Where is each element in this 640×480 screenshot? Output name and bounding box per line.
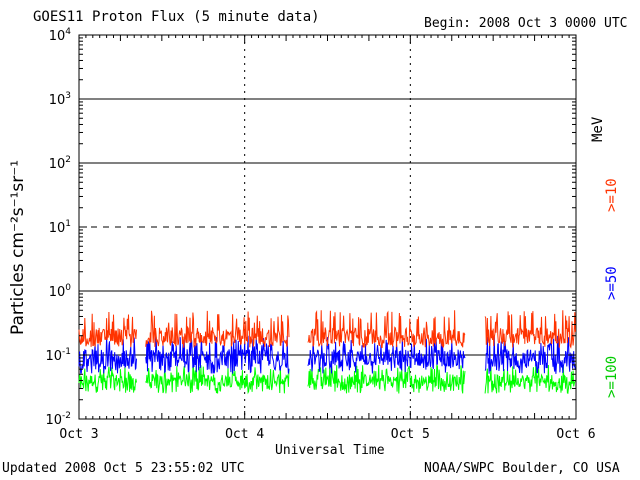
- series-lines: [78, 309, 576, 395]
- legend-series-ge100: >=100: [604, 355, 620, 398]
- x-tick-label: Oct 5: [391, 427, 430, 442]
- credit-label: NOAA/SWPC Boulder, CO USA: [424, 461, 620, 476]
- updated-timestamp: Updated 2008 Oct 5 23:55:02 UTC: [2, 461, 245, 476]
- y-tick-label: 100: [49, 283, 72, 300]
- y-tick-label: 104: [49, 27, 72, 44]
- x-tick-label: Oct 4: [225, 427, 264, 442]
- x-tick-label: Oct 6: [556, 427, 595, 442]
- series-line-ge100: [78, 364, 576, 395]
- y-tick-label: 102: [49, 155, 71, 172]
- chart-title: GOES11 Proton Flux (5 minute data): [33, 9, 320, 25]
- x-tick-label: Oct 3: [59, 427, 98, 442]
- x-axis-title: Universal Time: [275, 443, 385, 458]
- y-axis-title: Particles cm⁻²s⁻¹sr⁻¹: [8, 159, 28, 335]
- legend-unit-label: MeV: [590, 116, 606, 142]
- y-tick-label: 101: [49, 219, 71, 236]
- series-line-ge50: [78, 335, 576, 374]
- legend-series-ge10: >=10: [604, 178, 620, 212]
- axes: 10-2 10-1 100 101 102 103 104 Oct 3 Oct 4 Oct 5 Oc…: [45, 27, 595, 442]
- legend-series-ge50: >=50: [604, 266, 620, 300]
- y-tick-label: 103: [49, 91, 71, 108]
- y-tick-label: 10-2: [45, 411, 71, 428]
- begin-time-label: Begin: 2008 Oct 3 0000 UTC: [424, 16, 628, 31]
- series-line-ge10: [78, 309, 576, 349]
- y-tick-label: 10-1: [45, 347, 71, 364]
